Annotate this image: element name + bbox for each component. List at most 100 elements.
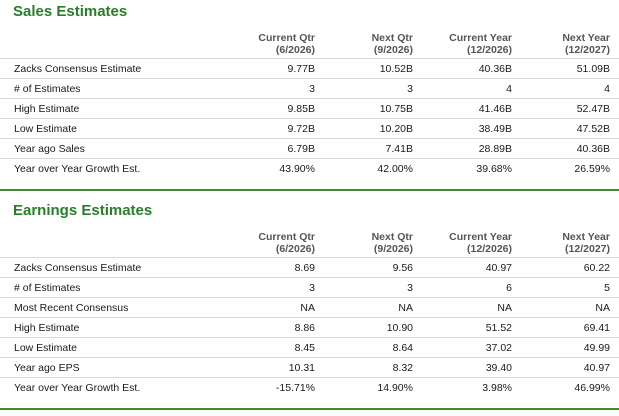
row-label: # of Estimates (14, 83, 81, 95)
cell-value: 39.40 (485, 362, 512, 374)
cell-value: 40.97 (485, 262, 512, 274)
column-header: Next Year (12/2027) (530, 32, 610, 56)
cell-value: 8.64 (392, 342, 413, 354)
cell-value: 6 (506, 282, 512, 294)
cell-value: 52.47B (576, 103, 610, 115)
cell-value: 10.31 (288, 362, 315, 374)
column-header-line1: Current Year (449, 231, 512, 243)
table-row: Zacks Consensus Estimate 9.77B 10.52B 40… (0, 58, 619, 79)
cell-value: 4 (506, 83, 512, 95)
row-label: Year over Year Growth Est. (14, 382, 141, 394)
row-label: Low Estimate (14, 123, 78, 135)
cell-value: 9.56 (392, 262, 413, 274)
cell-value: NA (497, 302, 512, 314)
column-header-line1: Current Year (449, 32, 512, 44)
section-divider (0, 408, 619, 410)
column-header: Current Year (12/2026) (432, 32, 512, 56)
cell-value: 40.36B (478, 63, 512, 75)
cell-value: 60.22 (583, 262, 610, 274)
column-header-line1: Next Qtr (371, 32, 413, 44)
table-row: High Estimate 9.85B 10.75B 41.46B 52.47B (0, 98, 619, 119)
row-label: Zacks Consensus Estimate (14, 262, 142, 274)
cell-value: 41.46B (478, 103, 512, 115)
cell-value: 69.41 (583, 322, 610, 334)
column-header: Next Qtr (9/2026) (333, 32, 413, 56)
cell-value: 40.97 (583, 362, 610, 374)
column-header-line1: Next Year (562, 32, 610, 44)
cell-value: 8.32 (392, 362, 413, 374)
column-header-line2: (6/2026) (275, 44, 315, 56)
row-label: Year ago Sales (14, 143, 85, 155)
row-label: Zacks Consensus Estimate (14, 63, 142, 75)
cell-value: 14.90% (377, 382, 413, 394)
column-header-line2: (9/2026) (373, 243, 413, 255)
row-label: # of Estimates (14, 282, 81, 294)
column-header-line1: Next Year (562, 231, 610, 243)
table-row: Zacks Consensus Estimate 8.69 9.56 40.97… (0, 257, 619, 278)
column-header-line2: (12/2027) (565, 243, 610, 255)
table-row: # of Estimates 3 3 6 5 (0, 277, 619, 298)
table-row: Year over Year Growth Est. 43.90% 42.00%… (0, 158, 619, 179)
table-row: Year ago EPS 10.31 8.32 39.40 40.97 (0, 357, 619, 378)
cell-value: 3 (309, 83, 315, 95)
cell-value: 3 (309, 282, 315, 294)
column-header-line2: (6/2026) (275, 243, 315, 255)
column-header: Next Year (12/2027) (530, 231, 610, 255)
column-header: Next Qtr (9/2026) (333, 231, 413, 255)
cell-value: 10.75B (379, 103, 413, 115)
cell-value: 28.89B (478, 143, 512, 155)
cell-value: 8.86 (294, 322, 315, 334)
cell-value: 3.98% (482, 382, 512, 394)
table-row: # of Estimates 3 3 4 4 (0, 78, 619, 99)
column-header-line1: Current Qtr (258, 231, 315, 243)
column-header: Current Qtr (6/2026) (235, 32, 315, 56)
column-header-line2: (12/2027) (565, 44, 610, 56)
cell-value: 38.49B (478, 123, 512, 135)
cell-value: 40.36B (576, 143, 610, 155)
cell-value: 10.20B (379, 123, 413, 135)
column-header: Current Year (12/2026) (432, 231, 512, 255)
cell-value: 3 (407, 282, 413, 294)
cell-value: 6.79B (287, 143, 315, 155)
table-row: Year over Year Growth Est. -15.71% 14.90… (0, 377, 619, 398)
cell-value: 3 (407, 83, 413, 95)
cell-value: 51.09B (576, 63, 610, 75)
table-row: Low Estimate 8.45 8.64 37.02 49.99 (0, 337, 619, 358)
column-header-line2: (9/2026) (373, 44, 413, 56)
column-header: Current Qtr (6/2026) (235, 231, 315, 255)
cell-value: 37.02 (485, 342, 512, 354)
cell-value: 42.00% (377, 163, 413, 175)
cell-value: 7.41B (385, 143, 413, 155)
cell-value: 39.68% (476, 163, 512, 175)
cell-value: 46.99% (574, 382, 610, 394)
column-header-line1: Current Qtr (258, 32, 315, 44)
cell-value: 4 (604, 83, 610, 95)
cell-value: 8.69 (294, 262, 315, 274)
cell-value: 10.52B (379, 63, 413, 75)
cell-value: 9.85B (287, 103, 315, 115)
cell-value: NA (300, 302, 315, 314)
row-label: Year over Year Growth Est. (14, 163, 141, 175)
table-row: Low Estimate 9.72B 10.20B 38.49B 47.52B (0, 118, 619, 139)
row-label: High Estimate (14, 322, 80, 334)
cell-value: 49.99 (583, 342, 610, 354)
cell-value: 9.72B (287, 123, 315, 135)
cell-value: 5 (604, 282, 610, 294)
column-header-line1: Next Qtr (371, 231, 413, 243)
section-title: Sales Estimates (13, 3, 128, 20)
cell-value: NA (398, 302, 413, 314)
cell-value: 51.52 (485, 322, 512, 334)
table-row: Year ago Sales 6.79B 7.41B 28.89B 40.36B (0, 138, 619, 159)
cell-value: -15.71% (275, 382, 315, 394)
row-label: Year ago EPS (14, 362, 80, 374)
table-row: Most Recent Consensus NA NA NA NA (0, 297, 619, 318)
row-label: Low Estimate (14, 342, 78, 354)
cell-value: 26.59% (574, 163, 610, 175)
cell-value: NA (595, 302, 610, 314)
table-row: High Estimate 8.86 10.90 51.52 69.41 (0, 317, 619, 338)
cell-value: 9.77B (287, 63, 315, 75)
cell-value: 43.90% (279, 163, 315, 175)
section-divider (0, 189, 619, 191)
cell-value: 8.45 (294, 342, 315, 354)
section-title: Earnings Estimates (13, 202, 153, 219)
